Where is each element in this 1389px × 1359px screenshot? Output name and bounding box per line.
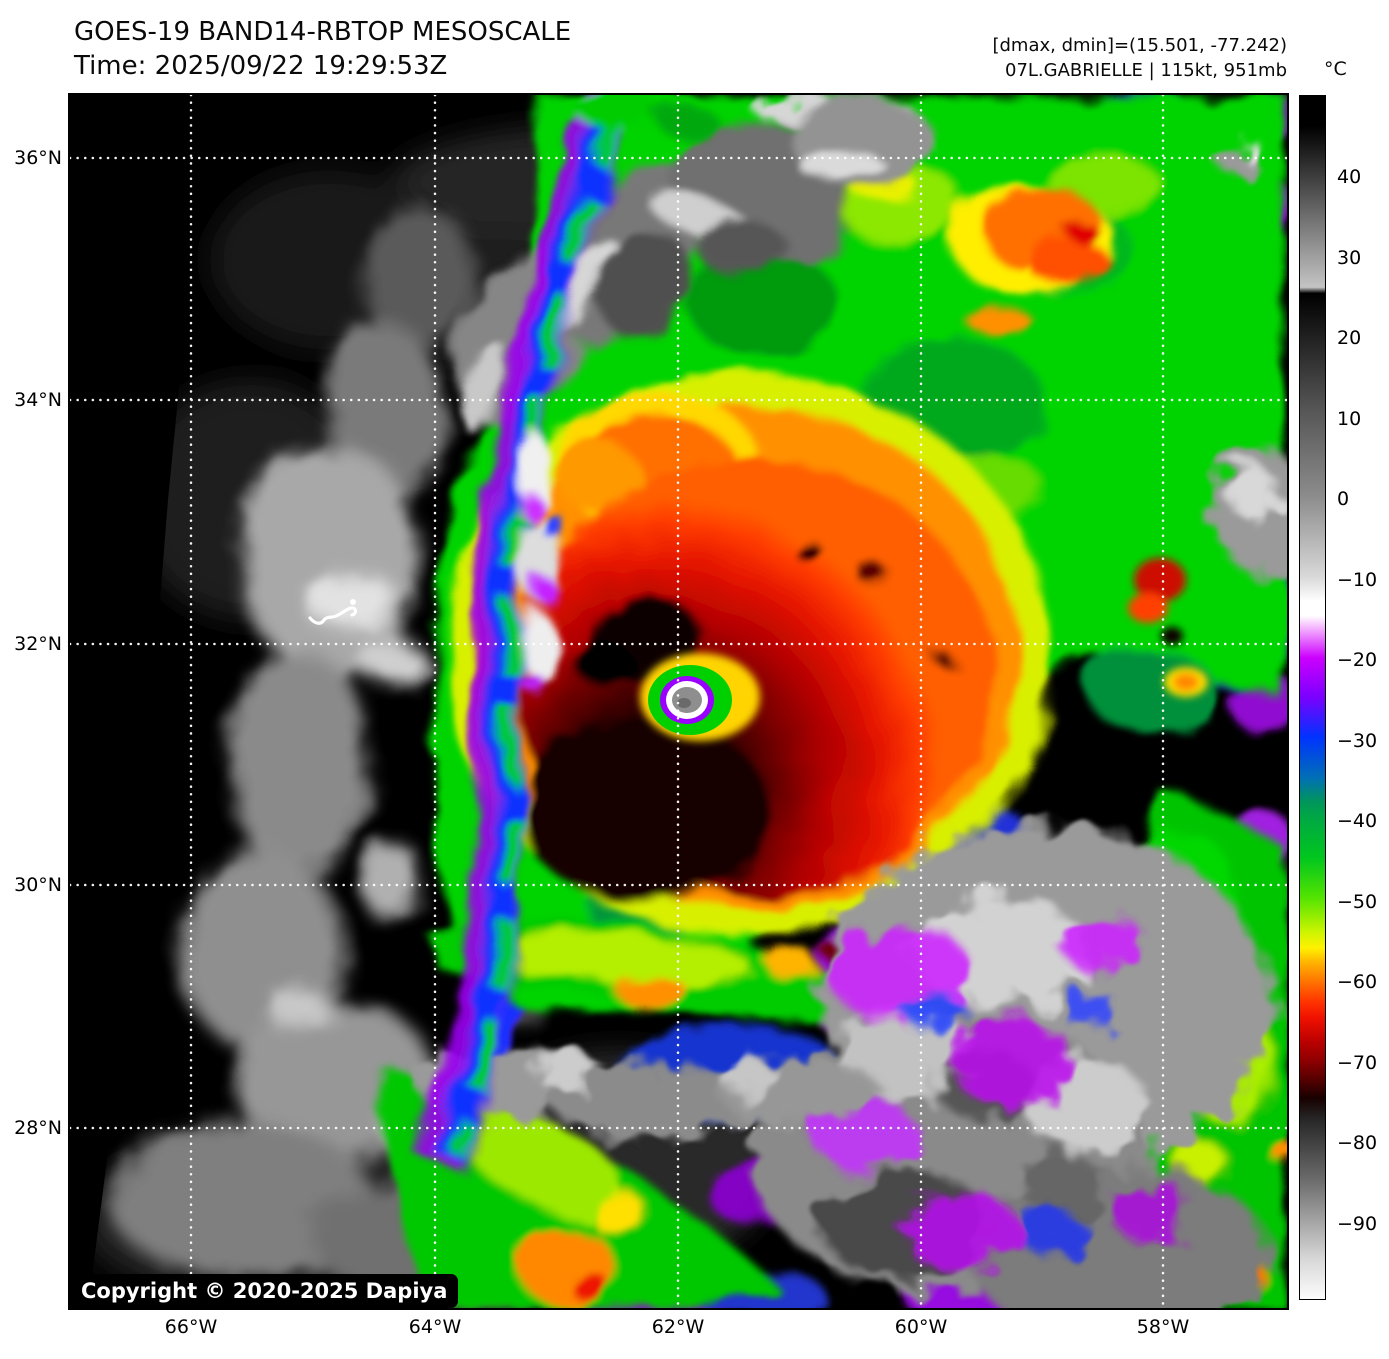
bermuda-coastline <box>308 599 358 625</box>
cb-tick-m10: −10 <box>1337 569 1378 591</box>
temperature-colorbar <box>1299 95 1326 1300</box>
hurricane-eye <box>640 653 760 741</box>
graticule-gridlines <box>70 95 1287 1308</box>
cb-tick-m80: −80 <box>1337 1132 1378 1154</box>
cb-tick-m70: −70 <box>1337 1052 1378 1074</box>
copyright-badge: Copyright © 2020-2025 Dapiya <box>70 1274 459 1308</box>
cb-tick-m40: −40 <box>1337 810 1378 832</box>
storm-core <box>446 373 1050 960</box>
lat-label-32n: 32°N <box>14 633 62 655</box>
cb-tick-m30: −30 <box>1337 730 1378 752</box>
storm-stats-block: [dmax, dmin]=(15.501, -77.242) 07L.GABRI… <box>992 33 1287 83</box>
page-title: GOES-19 BAND14-RBTOP MESOSCALE <box>74 17 572 47</box>
cb-tick-10: 10 <box>1337 408 1362 430</box>
lat-label-36n: 36°N <box>14 147 62 169</box>
cb-tick-20: 20 <box>1337 327 1362 349</box>
cb-tick-30: 30 <box>1337 247 1362 269</box>
southeast-purple-mottle <box>810 914 1192 1270</box>
scan-edge-nodata <box>70 95 208 1308</box>
lon-label-60w: 60°W <box>894 1316 948 1338</box>
east-cold-spots <box>1128 558 1208 697</box>
cb-tick-m90: −90 <box>1337 1213 1378 1235</box>
lon-label-62w: 62°W <box>651 1316 705 1338</box>
lat-label-34n: 34°N <box>14 389 62 411</box>
cb-tick-40: 40 <box>1337 166 1362 188</box>
colorbar-unit-label: °C <box>1324 58 1347 80</box>
lon-label-66w: 66°W <box>164 1316 218 1338</box>
lon-label-64w: 64°W <box>408 1316 462 1338</box>
lon-label-58w: 58°W <box>1136 1316 1190 1338</box>
lat-label-30n: 30°N <box>14 874 62 896</box>
timestamp-line: Time: 2025/09/22 19:29:53Z <box>74 51 448 81</box>
lat-label-28n: 28°N <box>14 1117 62 1139</box>
cb-tick-m50: −50 <box>1337 891 1378 913</box>
satellite-map <box>70 95 1287 1308</box>
west-convective-band <box>417 95 718 1174</box>
dmax-dmin-readout: [dmax, dmin]=(15.501, -77.242) <box>992 35 1287 56</box>
storm-identifier: 07L.GABRIELLE | 115kt, 951mb <box>1005 60 1287 81</box>
cb-tick-m60: −60 <box>1337 971 1378 993</box>
cb-tick-m20: −20 <box>1337 649 1378 671</box>
cb-tick-0: 0 <box>1337 488 1350 510</box>
